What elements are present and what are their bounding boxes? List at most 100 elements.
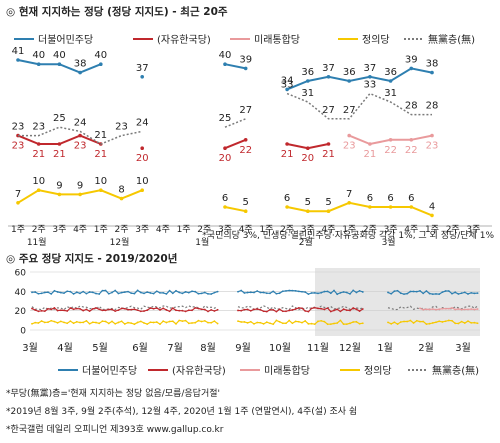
data-point: [447, 290, 450, 292]
data-label: 21: [94, 149, 107, 160]
data-point: [101, 320, 104, 323]
data-point: [200, 320, 203, 323]
data-label: 5: [305, 197, 311, 208]
data-point: [422, 292, 425, 295]
data-point: [320, 319, 323, 322]
data-point: [223, 205, 227, 209]
data-point: [34, 309, 37, 311]
legend-label: 無黨층(無): [432, 364, 479, 377]
data-point: [127, 290, 129, 293]
data-label: 21: [281, 149, 294, 160]
data-point: [419, 289, 421, 292]
data-point: [422, 320, 425, 323]
data-point: [249, 320, 252, 323]
data-point: [37, 322, 40, 324]
data-point: [317, 307, 319, 310]
data-point: [78, 70, 82, 75]
data-label: 27: [322, 105, 335, 116]
data-point: [119, 196, 124, 201]
data-point: [95, 321, 97, 324]
data-point: [347, 79, 352, 83]
data-point: [333, 322, 335, 325]
data-point: [127, 308, 129, 311]
data-point: [243, 66, 248, 71]
data-point: [435, 308, 437, 311]
data-point: [307, 293, 310, 296]
data-label: 23: [32, 122, 45, 133]
data-point: [323, 320, 326, 323]
recent-20-weeks-highlight: [315, 268, 480, 336]
data-point: [120, 291, 123, 294]
data-point: [53, 320, 56, 323]
data-point: [216, 322, 219, 325]
data-point: [431, 308, 434, 310]
data-label: 6: [408, 193, 414, 204]
data-point: [259, 291, 262, 294]
bottom-legend: 더불어민주당 (자유한국당) 미래통합당 정의당 無黨층(無): [58, 364, 479, 377]
data-point: [216, 290, 219, 293]
data-point: [457, 322, 460, 325]
data-label: 10: [94, 176, 107, 187]
data-point: [207, 310, 209, 313]
data-point: [243, 321, 246, 323]
data-point: [275, 292, 278, 295]
data-point: [63, 321, 65, 324]
data-point: [430, 70, 434, 75]
data-label: 7: [15, 189, 21, 200]
data-label: 7: [346, 189, 352, 200]
data-point: [53, 307, 56, 309]
data-point: [460, 320, 463, 323]
data-point: [59, 309, 62, 312]
data-point: [428, 308, 431, 311]
data-point: [460, 292, 463, 295]
x-tick-label: 2주: [280, 224, 294, 235]
data-point: [69, 290, 72, 293]
data-point: [69, 307, 72, 309]
data-point: [444, 320, 447, 323]
data-point: [326, 307, 329, 310]
data-point: [85, 292, 88, 295]
month-label: 3월: [382, 236, 396, 248]
x-tick-label: 3주: [301, 224, 315, 235]
data-point: [136, 289, 139, 292]
data-point: [412, 290, 415, 293]
y-tick-label: 60: [15, 269, 27, 279]
data-point: [347, 201, 352, 205]
data-point: [88, 291, 91, 293]
data-label: 23: [426, 141, 439, 152]
data-point: [66, 290, 69, 293]
data-point: [430, 133, 434, 138]
data-point: [36, 62, 41, 66]
data-point: [130, 322, 133, 325]
x-tick-label: 1주: [425, 224, 439, 235]
data-point: [159, 291, 161, 294]
data-point: [240, 289, 243, 292]
data-label: 37: [136, 63, 149, 74]
data-point: [216, 308, 219, 311]
data-point: [249, 309, 252, 312]
x-tick-label: 3주: [135, 224, 149, 235]
data-point: [249, 291, 252, 294]
data-point: [281, 290, 284, 293]
data-point: [75, 291, 78, 294]
data-point: [210, 308, 213, 311]
series-line: [286, 92, 432, 120]
data-point: [269, 292, 271, 295]
x-tick-label: 3주: [466, 224, 480, 235]
data-point: [98, 322, 101, 325]
data-point: [120, 307, 123, 310]
data-point: [40, 320, 43, 322]
data-point: [136, 309, 139, 312]
data-point: [72, 293, 75, 295]
data-point: [428, 322, 431, 325]
data-point: [243, 292, 246, 294]
data-point: [285, 205, 289, 209]
data-point: [291, 289, 294, 292]
data-point: [253, 322, 255, 325]
data-point: [210, 321, 213, 324]
data-label: 27: [239, 105, 252, 116]
data-point: [139, 310, 142, 313]
data-point: [393, 290, 396, 293]
data-point: [98, 293, 101, 295]
data-point: [347, 133, 352, 138]
